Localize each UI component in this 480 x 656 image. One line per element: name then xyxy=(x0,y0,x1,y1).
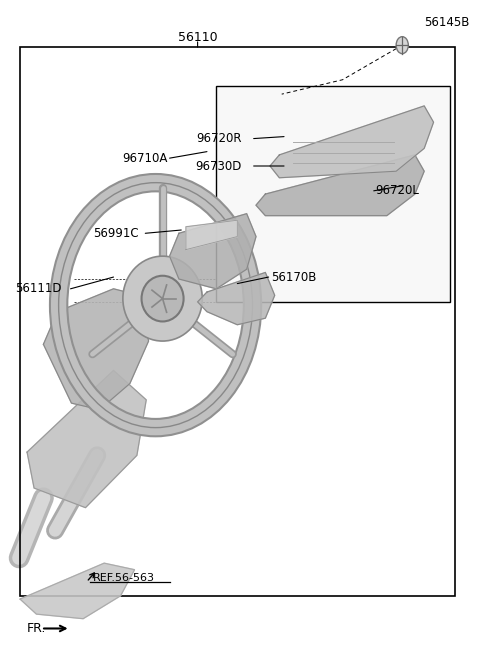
Text: 56170B: 56170B xyxy=(271,270,317,283)
Polygon shape xyxy=(169,214,256,289)
Text: 56111D: 56111D xyxy=(16,282,62,295)
Text: 96710A: 96710A xyxy=(122,152,167,165)
Polygon shape xyxy=(27,371,146,508)
Text: REF.56-563: REF.56-563 xyxy=(93,573,155,583)
Text: 96720R: 96720R xyxy=(196,132,242,145)
Polygon shape xyxy=(186,220,237,250)
Text: 56145B: 56145B xyxy=(424,16,469,29)
Circle shape xyxy=(396,37,408,54)
Text: 56991C: 56991C xyxy=(94,227,139,240)
Text: 96720L: 96720L xyxy=(375,184,419,197)
Bar xyxy=(20,47,455,596)
Polygon shape xyxy=(43,289,148,409)
Text: 96730D: 96730D xyxy=(196,159,242,173)
Polygon shape xyxy=(256,155,424,216)
Polygon shape xyxy=(198,272,275,325)
Bar xyxy=(216,87,450,302)
Polygon shape xyxy=(20,563,134,619)
Ellipse shape xyxy=(142,276,183,321)
Text: FR.: FR. xyxy=(27,622,47,635)
Polygon shape xyxy=(270,106,433,178)
Text: 56110: 56110 xyxy=(178,31,217,44)
Ellipse shape xyxy=(123,256,202,341)
